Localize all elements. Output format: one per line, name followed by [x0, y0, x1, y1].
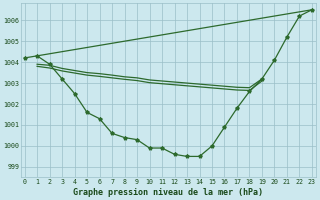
- X-axis label: Graphe pression niveau de la mer (hPa): Graphe pression niveau de la mer (hPa): [73, 188, 263, 197]
